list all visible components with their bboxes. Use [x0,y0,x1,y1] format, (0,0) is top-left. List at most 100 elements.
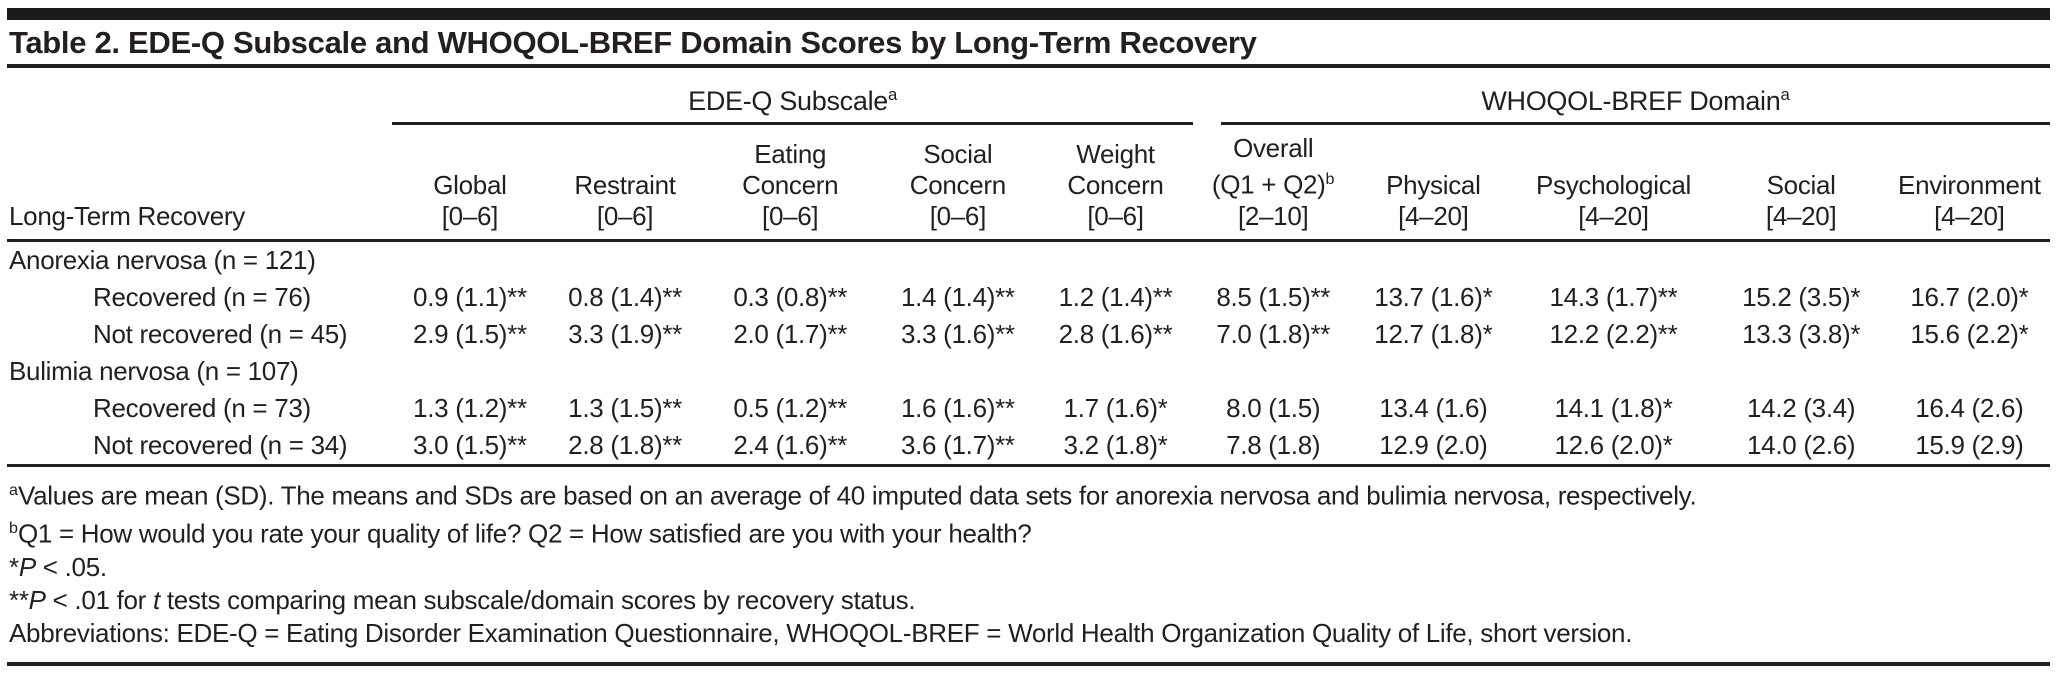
title-rule [7,64,2050,68]
data-cell: 2.8 (1.8)** [547,426,703,467]
row-label: Recovered (n = 76) [93,281,311,312]
column-header-environment: Environment [4–20] [1888,125,2050,242]
column-header-line: Eating [754,138,827,169]
data-cell [547,240,702,279]
data-cell [703,353,878,390]
column-header-overall: Overall (Q1 + Q2)b [2–10] [1193,125,1354,242]
data-cell: 14.0 (2.6) [1713,426,1889,467]
data-cell [392,353,547,390]
row-label: Anorexia nervosa (n = 121) [9,244,316,275]
data-cell [1513,240,1713,279]
group-label-sup: a [1780,85,1790,104]
scores-table: Long-Term Recovery EDE-Q Subscalea WHOQO… [7,68,2050,467]
footnote-text: P [28,584,46,615]
table-row: Not recovered (n = 45) 2.9 (1.5)** 3.3 (1.… [7,316,2050,353]
data-cell: 13.3 (3.8)* [1742,318,1861,349]
data-cell: 16.7 (2.0)* [1910,281,2029,312]
data-cell: 8.0 (1.5) [1226,392,1321,423]
data-cell: 2.9 (1.5)** [413,318,527,349]
data-cell: 0.5 (1.2)** [733,392,848,423]
footnote-text: t [152,584,160,615]
column-header-line: [4–20] [1934,200,2005,231]
group-header-row: Long-Term Recovery EDE-Q Subscalea WHOQO… [7,68,2050,242]
footnote-text: Abbreviations: EDE-Q = Eating Disorder E… [9,617,1633,648]
data-cell [703,240,878,279]
top-rule-bar [7,8,2050,20]
data-cell [547,353,702,390]
data-cell: 1.2 (1.4)** [1058,281,1173,312]
row-label: Not recovered (n = 45) [93,318,348,349]
data-cell: 2.8 (1.6)** [1058,318,1173,349]
column-header-restraint: Restraint [0–6] [547,125,703,242]
data-cell: 3.0 (1.5)** [392,426,548,467]
footnote-text: P [18,551,36,582]
data-cell: 14.2 (3.4) [1747,392,1856,423]
row-label: Recovered (n = 73) [93,392,311,423]
data-cell: 3.3 (1.9)** [568,318,682,349]
data-cell [878,240,1038,279]
footnote-marker: b [9,519,18,538]
data-cell [1889,240,2050,279]
column-header-line: [4–20] [1578,200,1649,231]
data-cell: 12.9 (2.0) [1353,426,1514,467]
footnote-text: Values are mean (SD). The means and SDs … [17,480,1697,511]
data-cell [878,353,1038,390]
data-cell: 7.0 (1.8)** [1216,318,1331,349]
data-cell: 14.3 (1.7)** [1549,281,1678,312]
data-cell: 12.2 (2.2)** [1549,318,1678,349]
data-cell: 3.2 (1.8)* [1037,426,1194,467]
table-row: Bulimia nervosa (n = 107) [7,353,2050,390]
data-cell: 13.7 (1.6)* [1374,281,1493,312]
column-header-line: Overall [1233,133,1314,163]
data-cell: 2.0 (1.7)** [733,318,848,349]
table-body: Anorexia nervosa (n = 121) Recovered (n =… [7,240,2050,467]
column-header-row: Global [0–6] Restraint [0–6] Eating Concern [0… [7,125,2050,242]
column-header-line: Concern [909,169,1006,200]
group-header-whoqol-label: WHOQOL-BREF Domaina [1221,78,2050,125]
data-cell: 12.7 (1.8)* [1374,318,1493,349]
data-cell: 2.4 (1.6)** [702,426,878,467]
footnote-text: tests comparing mean subscale/domain sco… [159,584,916,615]
column-header-eating-concern: Eating Concern [0–6] [702,125,878,242]
data-cell: 1.7 (1.6)* [1063,392,1168,423]
footnote-marker: a [9,480,18,499]
column-header-social-concern: Social Concern [0–6] [877,125,1038,242]
data-cell: 1.3 (1.2)** [413,392,527,423]
column-header-line: [0–6] [596,200,654,231]
footnote-text: < .05. [35,551,107,582]
table-row: Not recovered (n = 34) 3.0 (1.5)** 2.8 (1.… [7,426,2050,467]
data-cell [1193,353,1353,390]
table-row: Recovered (n = 73) 1.3 (1.2)** 1.3 (1.5)**… [7,390,2050,427]
data-cell [1353,240,1513,279]
column-header-line: (Q1 + Q2)b [1211,169,1335,200]
data-cell: 15.6 (2.2)* [1910,318,2029,349]
table-row: Anorexia nervosa (n = 121) [7,240,2050,279]
data-cell: 16.4 (2.6) [1915,392,2024,423]
data-cell: 3.3 (1.6)** [900,318,1015,349]
footnote: **P < .01 for t tests comparing mean sub… [9,584,2048,617]
row-label: Not recovered (n = 34) [7,426,393,467]
column-header-line: Social [923,138,993,169]
data-cell: 14.1 (1.8)* [1554,392,1673,423]
data-cell: 8.5 (1.5)** [1216,281,1331,312]
column-header-line: [0–6] [929,200,987,231]
column-header-sup: b [1325,170,1335,188]
footnote: bQ1 = How would you rate your quality of… [9,512,2048,551]
data-cell: 15.9 (2.9) [1888,426,2050,467]
data-cell: 0.3 (0.8)** [733,281,848,312]
group-label-text: EDE-Q Subscale [688,86,889,116]
column-header-social: Social [4–20] [1713,125,1889,242]
data-cell [1038,353,1193,390]
column-header-line: [0–6] [441,200,499,231]
group-header-whoqol-domain: WHOQOL-BREF Domaina [1193,68,2050,125]
column-header-line: Physical [1386,169,1481,200]
group-header-edeq-subscale: EDE-Q Subscalea [392,68,1194,125]
data-cell: 1.4 (1.4)** [900,281,1015,312]
data-cell: 0.8 (1.4)** [568,281,682,312]
table-header: Long-Term Recovery EDE-Q Subscalea WHOQO… [7,68,2050,242]
row-label: Bulimia nervosa (n = 107) [9,355,299,386]
footnote-text: < .01 for [45,584,153,615]
column-header-line: Global [433,169,507,200]
data-cell: 7.8 (1.8) [1193,426,1354,467]
